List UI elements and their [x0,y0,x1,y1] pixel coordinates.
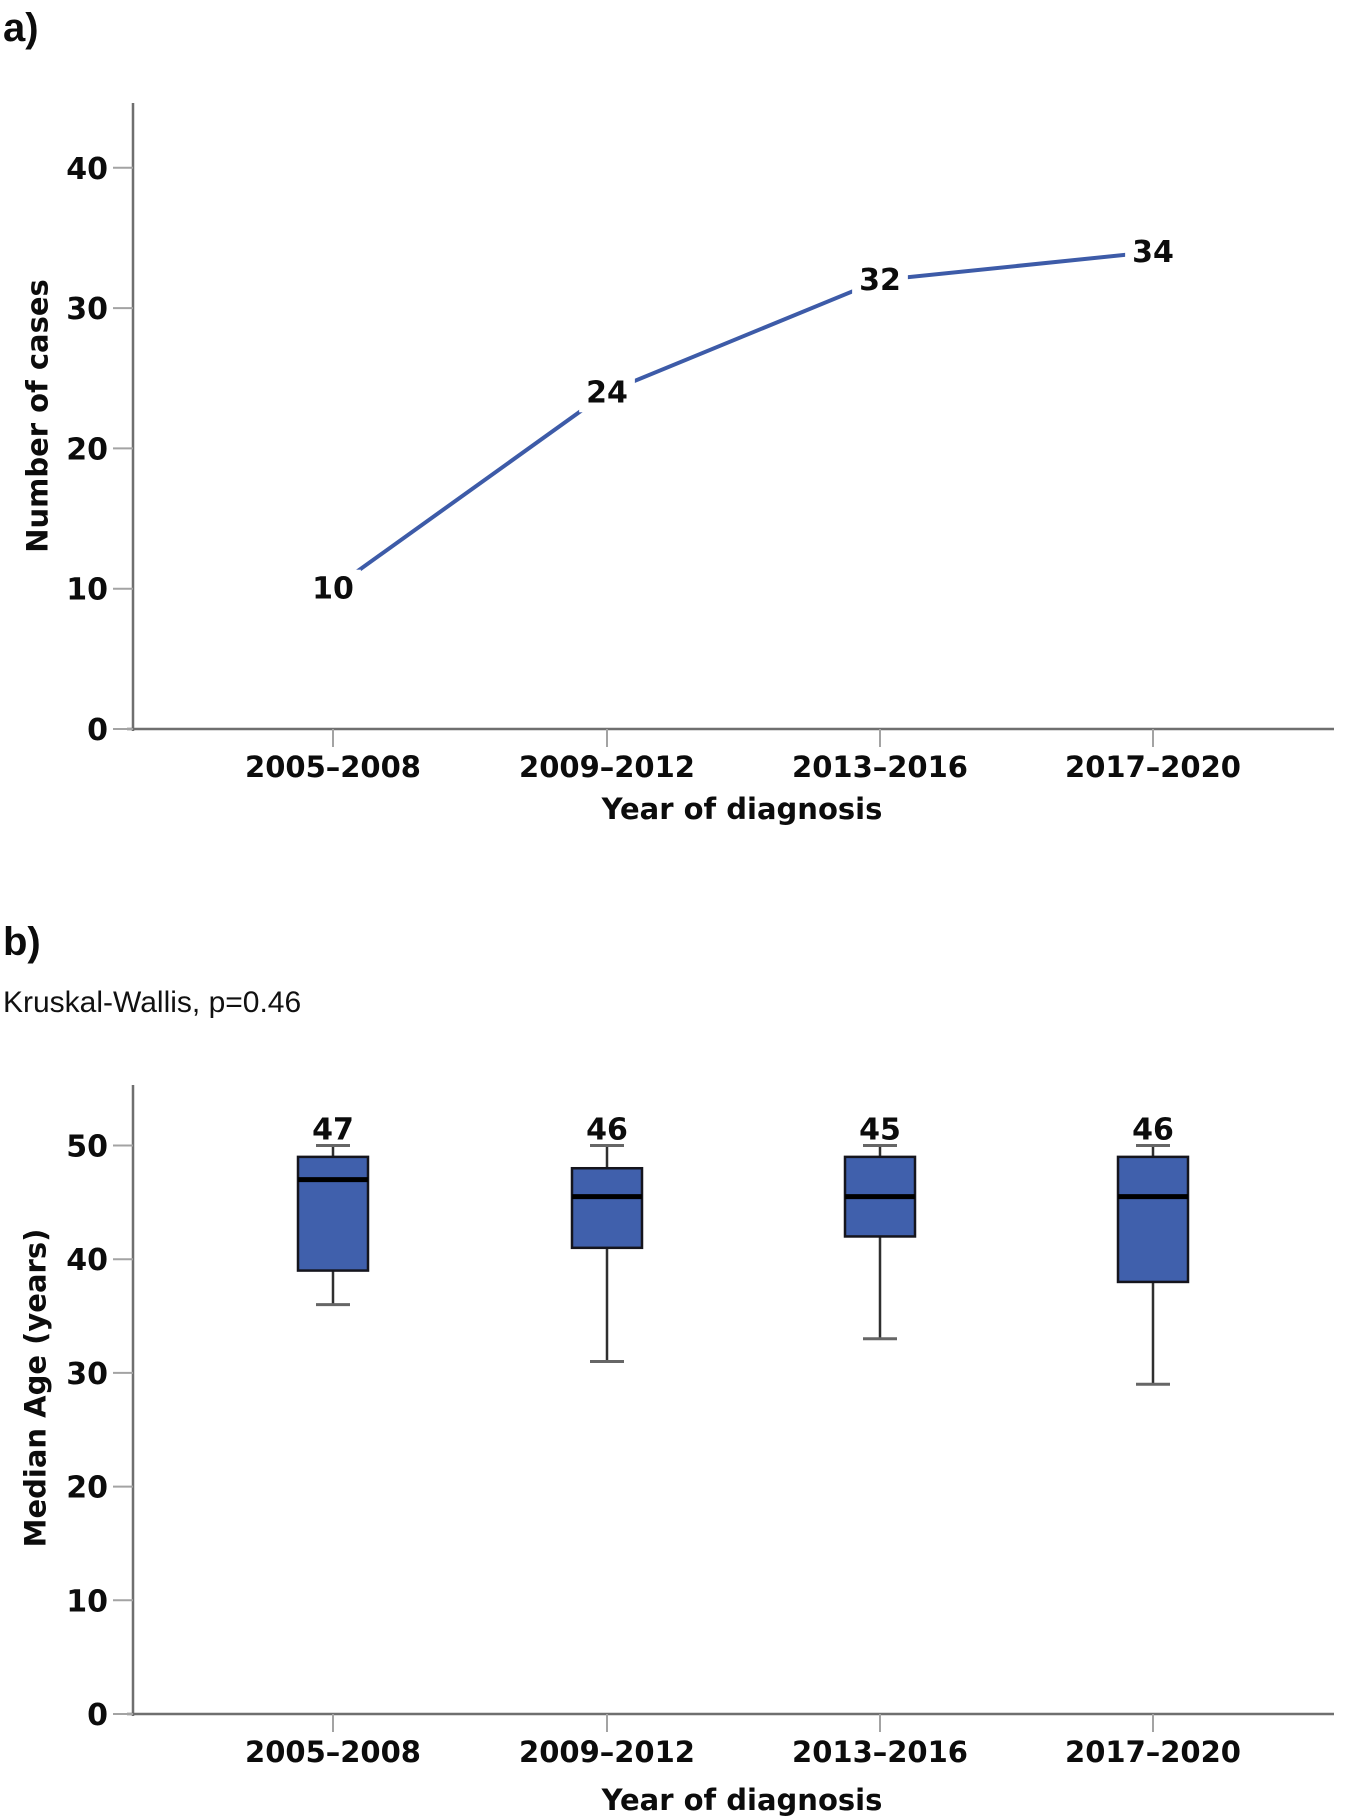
panel-b-y-axis-title: Median Age (years) [18,1228,53,1548]
box-value-label: 46 [586,1113,628,1148]
y-tick-label: 20 [66,1471,108,1506]
point-data-label-bg [1125,232,1181,272]
panel-a-label: a) [3,6,39,50]
y-tick-label: 0 [87,713,108,748]
x-tick-label: 2013–2016 [792,1735,968,1769]
point-data-label-bg [579,373,635,413]
panel-a-x-axis-title: Year of diagnosis [601,792,883,826]
panel-b-x-axis-title: Year of diagnosis [601,1783,883,1817]
y-tick-label: 10 [66,1584,108,1619]
point-data-label: 34 [1132,235,1174,270]
x-tick-label: 2013–2016 [792,750,968,784]
x-tick-label: 2005–2008 [245,1735,421,1769]
y-tick-label: 10 [66,573,108,608]
y-tick-label: 40 [66,1243,108,1278]
panel-b-label: b) [3,920,41,964]
point-data-label: 32 [859,263,901,298]
trend-line [331,249,1154,591]
box [1116,1155,1190,1284]
x-tick-label: 2017–2020 [1065,1735,1241,1769]
box-value-label: 47 [312,1113,354,1148]
y-tick-label: 0 [87,1698,108,1733]
y-tick-label: 40 [66,152,108,187]
y-tick-label: 30 [66,1357,108,1392]
x-tick-label: 2017–2020 [1065,750,1241,784]
y-tick-label: 20 [66,432,108,467]
point-data-label: 24 [586,375,628,410]
x-tick-label: 2005–2008 [245,750,421,784]
box-value-label: 46 [1132,1113,1174,1148]
point-data-label-bg [305,569,361,609]
kruskal-wallis-annotation: Kruskal-Wallis, p=0.46 [3,986,302,1019]
box [296,1155,370,1272]
panel-a-y-axis-title: Number of cases [20,279,55,553]
y-tick-label: 30 [66,292,108,327]
x-tick-label: 2009–2012 [519,750,695,784]
box-value-label: 45 [859,1113,901,1148]
x-tick-label: 2009–2012 [519,1735,695,1769]
box [570,1166,644,1250]
y-tick-label: 50 [66,1130,108,1165]
point-data-label-bg [852,261,908,301]
point-data-label: 10 [312,572,354,607]
